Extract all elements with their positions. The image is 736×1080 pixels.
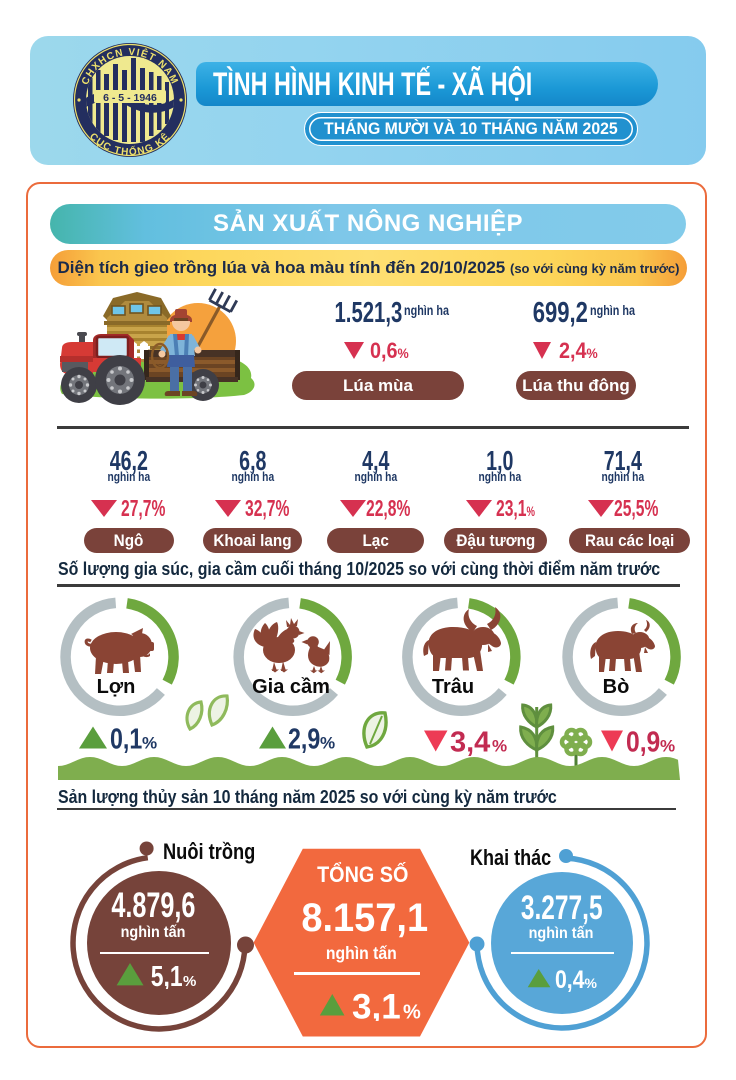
svg-text:Gia cầm: Gia cầm [252, 676, 330, 698]
svg-text:%: % [320, 734, 335, 753]
svg-text:%: % [142, 734, 157, 753]
svg-text:2,9: 2,9 [288, 722, 320, 755]
svg-text:0,1: 0,1 [110, 722, 142, 755]
svg-text:%: % [492, 737, 507, 756]
svg-text:%: % [183, 973, 196, 989]
svg-text:0,4: 0,4 [555, 969, 585, 993]
svg-text:Lợn: Lợn [97, 676, 136, 698]
svg-text:Trâu: Trâu [432, 676, 474, 698]
svg-text:5,1: 5,1 [151, 963, 183, 989]
svg-text:3,1: 3,1 [352, 993, 401, 1021]
svg-text:3,4: 3,4 [450, 727, 490, 759]
svg-text:Bò: Bò [603, 676, 630, 698]
svg-text:6 - 5 - 1946: 6 - 5 - 1946 [103, 92, 157, 104]
svg-text:0,9: 0,9 [626, 726, 660, 758]
svg-text:%: % [403, 1002, 421, 1022]
svg-text:%: % [585, 975, 598, 991]
svg-text:%: % [660, 737, 675, 756]
